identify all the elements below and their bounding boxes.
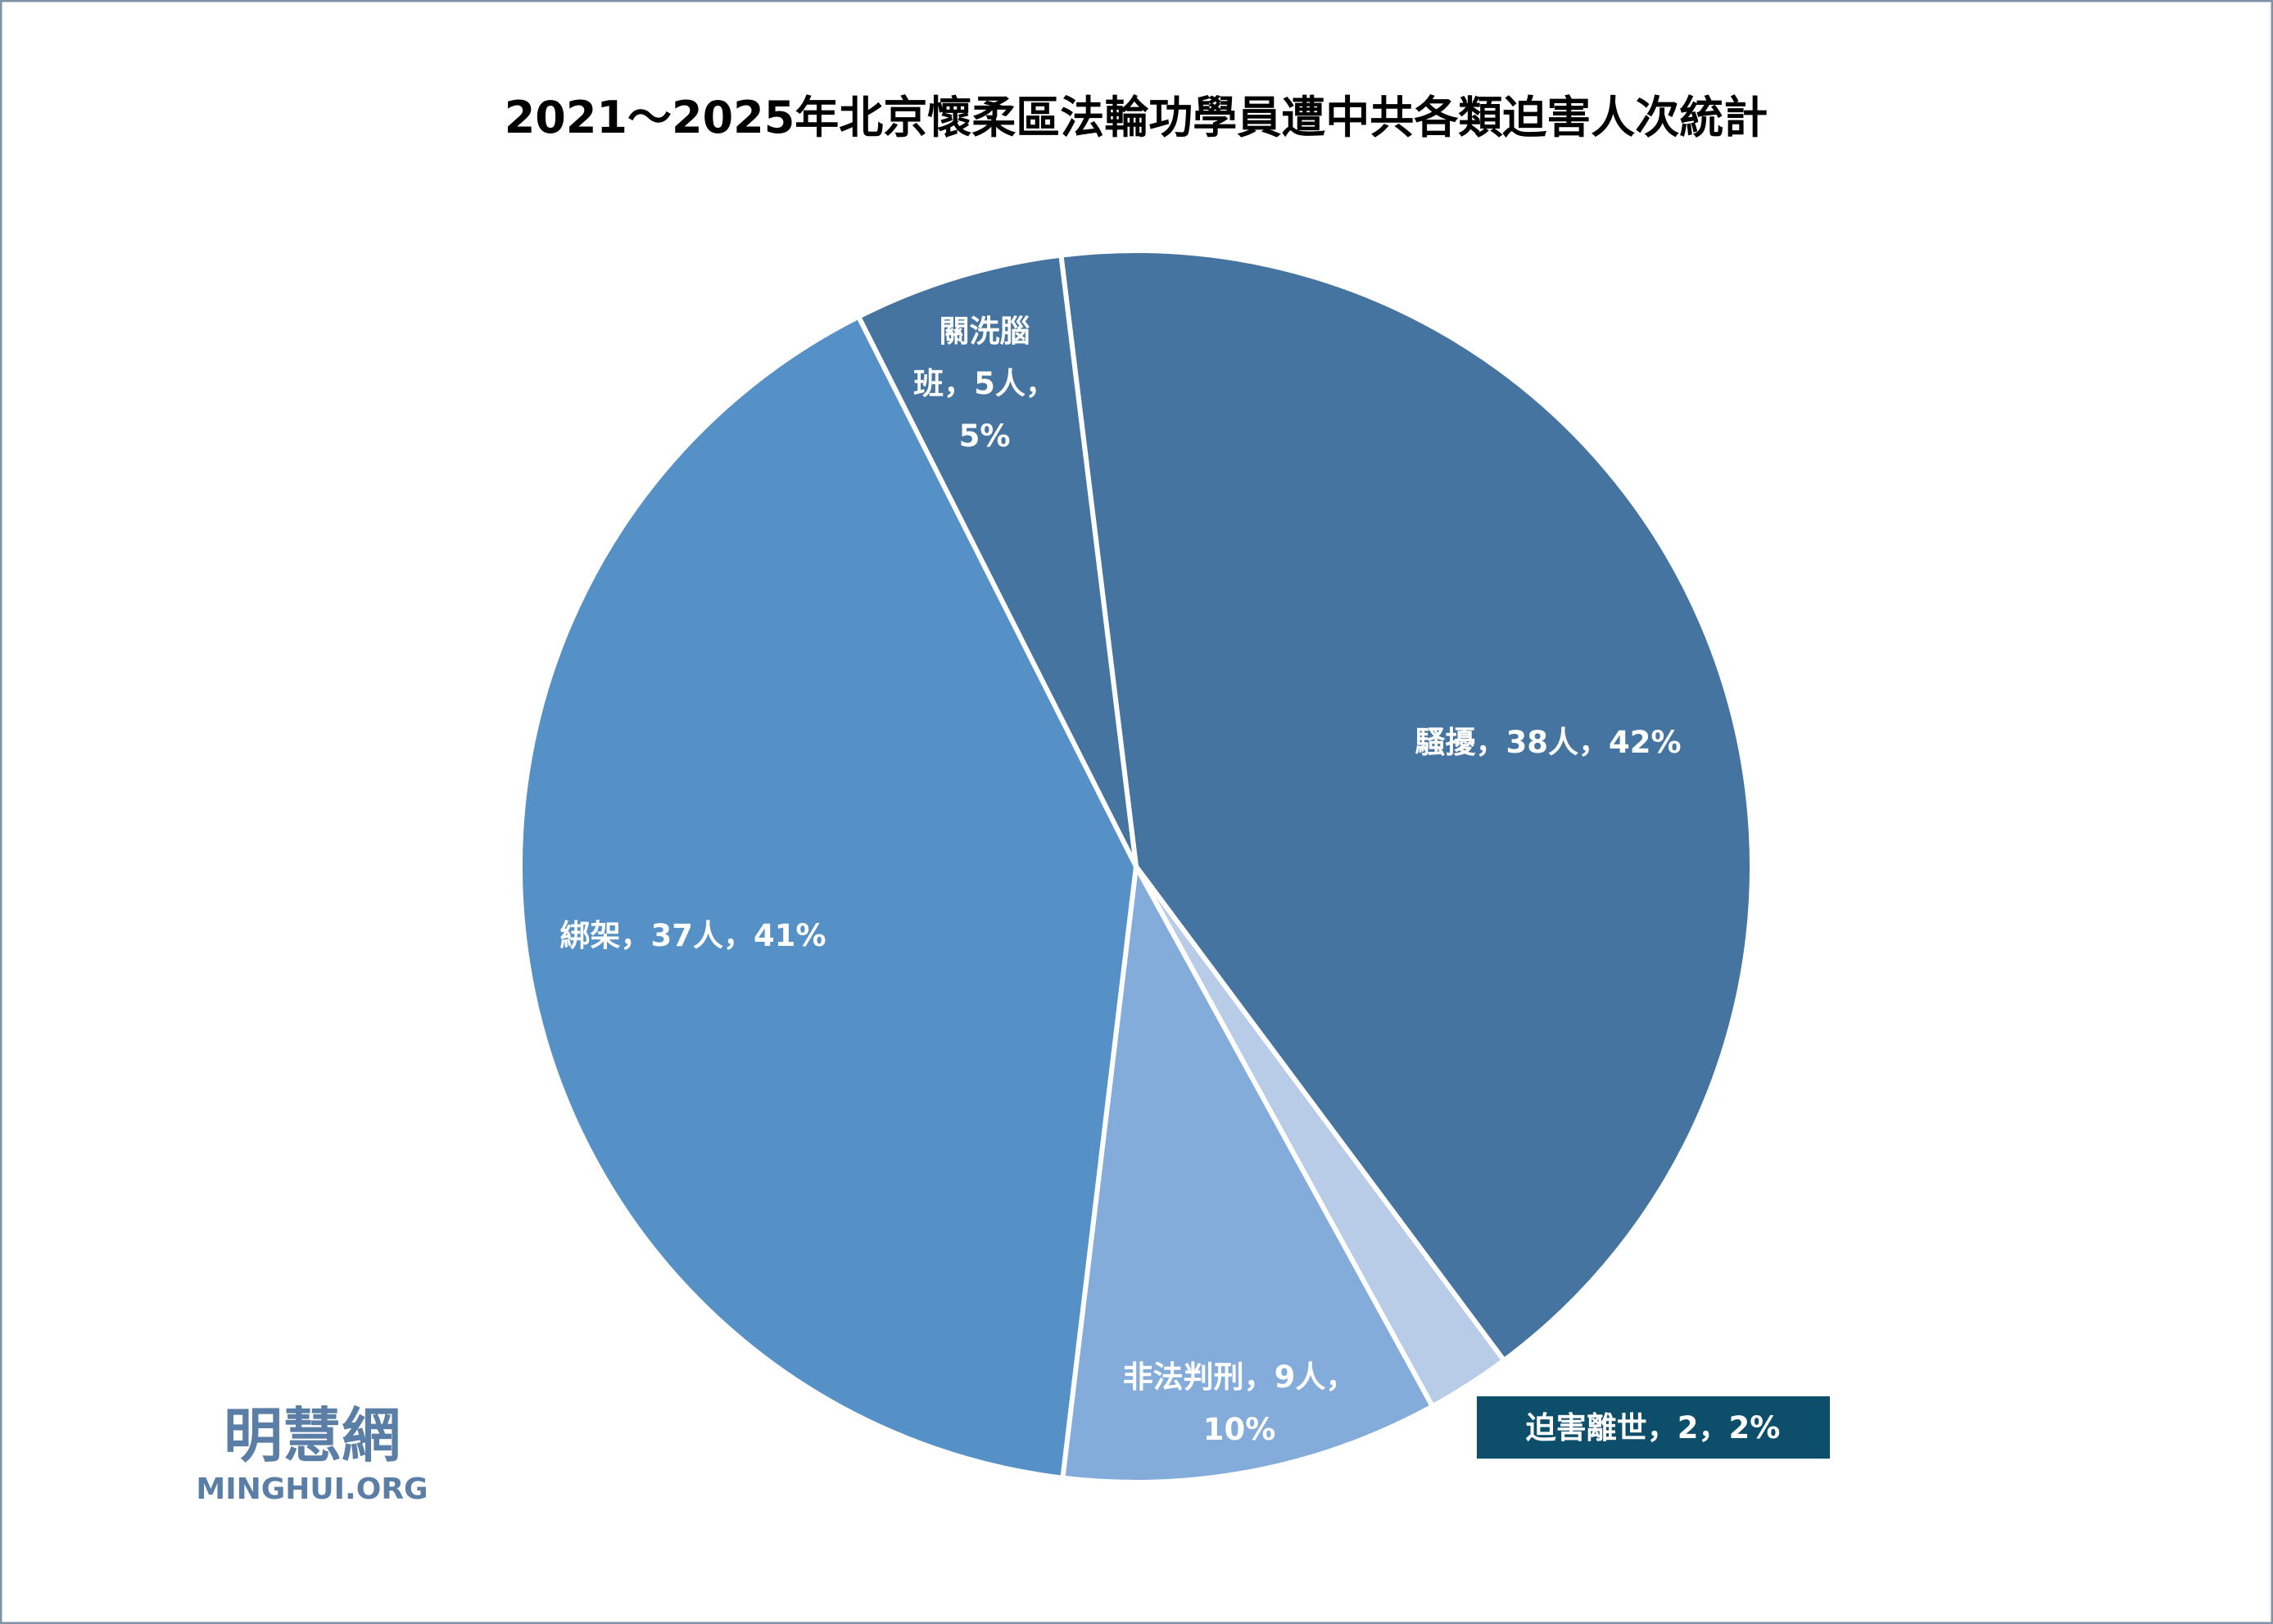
data-label-3-0: 綁架，37人，41% <box>559 918 826 953</box>
chart-title: 2021～2025年北京懷柔區法輪功學員遭中共各類迫害人次統計 <box>505 92 1768 143</box>
pie-slice-3 <box>518 313 1139 1481</box>
pie-slice-4 <box>855 252 1139 868</box>
data-label-4-1: 班，5人， <box>913 366 1056 401</box>
logo-latin: MINGHUI.ORG <box>196 1472 428 1506</box>
data-label-1-0: 迫害離世，2，2% <box>1526 1410 1781 1445</box>
data-label-4-2: 5% <box>959 418 1011 454</box>
data-label-2-0: 非法判刑，9人， <box>1123 1359 1356 1395</box>
pie-labels: 騷擾，38人，42% 迫害離世，2，2% 非法判刑，9人， 10% 綁架，37人，41%… <box>559 314 1830 1459</box>
data-label-0-0: 騷擾，38人，42% <box>1415 725 1681 760</box>
minghui-logo: 明慧網 MINGHUI.ORG <box>196 1401 428 1506</box>
data-label-4-0: 關洗腦 <box>940 314 1030 349</box>
logo-chinese: 明慧網 <box>224 1401 401 1470</box>
data-label-2-1: 10% <box>1203 1412 1276 1447</box>
label-box-1 <box>1477 1396 1830 1459</box>
pie-slice-0 <box>1058 248 1755 1364</box>
pie-slices <box>518 248 1755 1486</box>
pie-slice-2 <box>1060 858 1436 1486</box>
